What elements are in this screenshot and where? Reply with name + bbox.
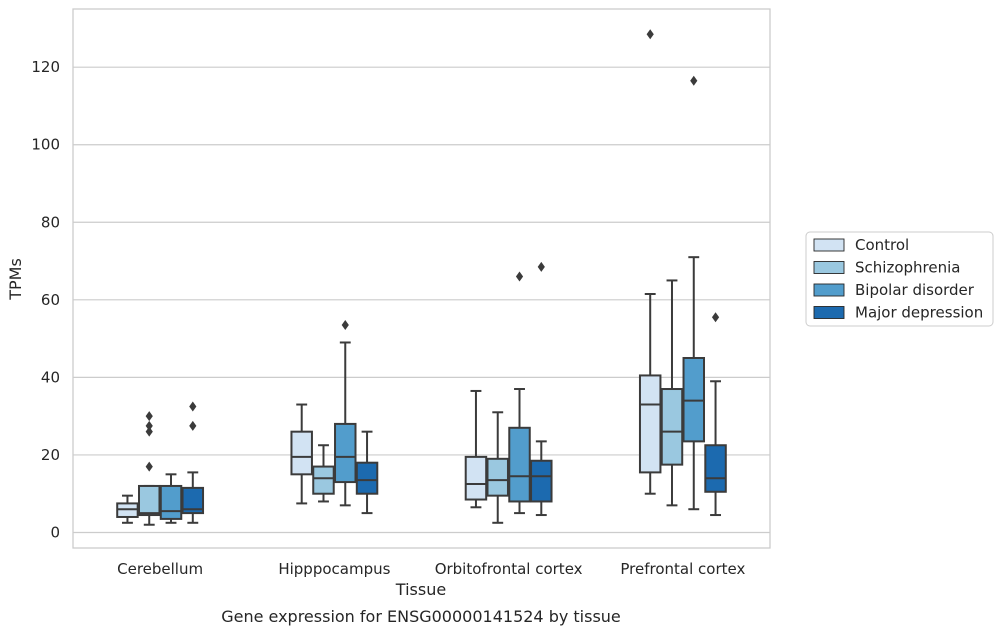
x-tick-label: Cerebellum (117, 560, 203, 578)
outlier-point (711, 312, 720, 323)
y-tick-label: 120 (31, 58, 60, 76)
legend: Control Schizophrenia Bipolar disorder Majo… (805, 231, 994, 327)
box-2-3 (334, 320, 357, 507)
legend-swatch (813, 306, 845, 319)
y-tick-label: 100 (31, 136, 60, 154)
box-3-4 (530, 261, 553, 517)
legend-label: Major depression (855, 304, 983, 322)
outlier-point (145, 411, 153, 422)
x-tick-label: Orbitofrontal cortex (435, 560, 583, 578)
iqr-box (704, 444, 727, 493)
legend-label: Schizophrenia (855, 259, 960, 277)
legend-label: Bipolar disorder (855, 281, 975, 299)
outlier-point (341, 320, 349, 331)
box-4-1 (638, 29, 662, 495)
outlier-point (646, 29, 654, 40)
box-2-4 (355, 430, 379, 515)
box-3-3 (508, 271, 531, 515)
iqr-box (312, 465, 335, 495)
iqr-box (181, 486, 205, 515)
outlier-point (145, 420, 153, 431)
iqr-box (137, 484, 161, 517)
box-2-1 (290, 403, 313, 505)
iqr-box (290, 430, 313, 476)
box-1-3 (159, 473, 183, 524)
outlier-point (145, 461, 153, 472)
legend-frame (805, 231, 994, 327)
iqr-box (486, 457, 509, 497)
y-tick-labels: 0 20 40 60 80 100 120 (31, 58, 60, 541)
outlier-point (537, 261, 545, 272)
box-4-2 (660, 279, 684, 507)
iqr-box (638, 374, 662, 474)
outlier-point (515, 271, 524, 282)
box-2-2 (312, 444, 335, 503)
outlier-point (189, 420, 197, 431)
box-1-4 (181, 401, 205, 524)
y-tick-label: 20 (41, 446, 60, 464)
legend-swatch (813, 261, 845, 274)
legend-items: Control Schizophrenia Bipolar disorder Majo… (813, 236, 983, 322)
box-3-1 (464, 389, 488, 509)
y-tick-label: 0 (50, 523, 60, 541)
iqr-box (334, 422, 357, 484)
legend-swatch (813, 238, 845, 252)
y-axis-label: TPMs (6, 258, 25, 301)
x-tick-label: Hipppocampus (278, 560, 390, 578)
outlier-point (189, 401, 197, 412)
x-tick-labels: Cerebellum Hipppocampus Orbitofrontal cort… (117, 560, 745, 578)
outlier-point (145, 426, 153, 437)
iqr-box (355, 461, 379, 495)
box-1-1 (116, 494, 139, 524)
iqr-box (159, 484, 183, 520)
plot-frame (72, 8, 771, 549)
y-tick-label: 40 (41, 368, 60, 386)
iqr-box (508, 426, 531, 503)
gridlines (73, 66, 770, 534)
legend-swatch (813, 283, 845, 297)
x-tick-label: Prefrontal cortex (620, 560, 745, 578)
y-tick-label: 80 (41, 213, 60, 231)
y-tick-label: 60 (41, 291, 60, 309)
iqr-box (660, 388, 684, 466)
iqr-box (464, 455, 488, 501)
outlier-point (690, 75, 698, 86)
box-4-3 (682, 75, 706, 511)
iqr-box (530, 459, 553, 503)
box-4-4 (704, 312, 727, 517)
chart-caption: Gene expression for ENSG00000141524 by t… (221, 607, 621, 626)
box-3-2 (486, 411, 509, 524)
legend-label: Control (855, 236, 909, 254)
box-1-2 (137, 411, 161, 526)
x-axis-label: Tissue (395, 580, 446, 599)
box-plot-series (116, 29, 727, 526)
